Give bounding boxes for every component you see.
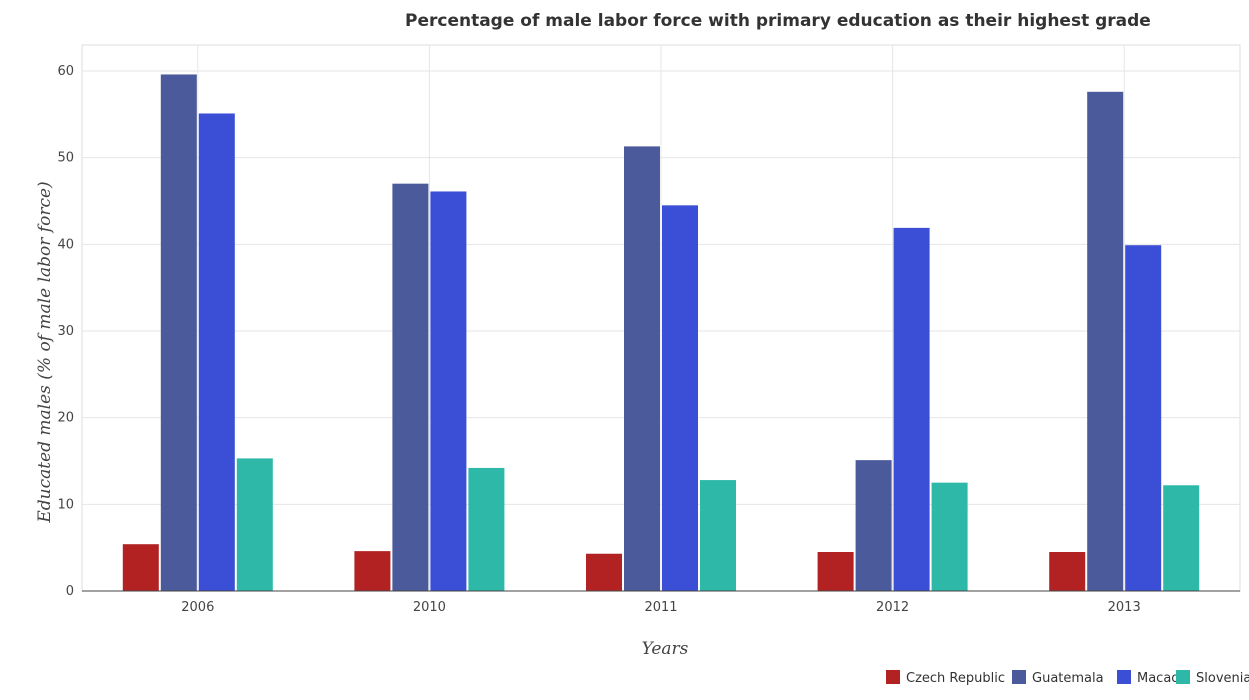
bar (430, 191, 467, 591)
y-tick-label: 60 (57, 64, 74, 79)
bar (893, 227, 930, 591)
bar (700, 480, 736, 591)
y-tick-label: 20 (57, 411, 74, 426)
legend-label: Czech Republic (906, 671, 1005, 686)
legend-label: Slovenia (1196, 671, 1249, 686)
x-tick-label: 2010 (413, 600, 446, 615)
bar (236, 458, 273, 591)
bar (1087, 91, 1124, 592)
x-tick-label: 2013 (1108, 600, 1141, 615)
x-tick-label: 2012 (876, 600, 909, 615)
chart-title: Percentage of male labor force with prim… (405, 11, 1151, 31)
legend-swatch (886, 670, 900, 684)
bar (586, 553, 622, 591)
y-tick-label: 50 (57, 151, 74, 166)
bar (392, 183, 429, 591)
legend: Czech Republic Guatemala Macao Slovenia (886, 670, 1249, 686)
bar (662, 205, 698, 592)
y-tick-label: 30 (57, 324, 74, 339)
legend-label: Macao (1137, 671, 1179, 686)
legend-swatch (1012, 670, 1026, 684)
bars (122, 74, 1200, 592)
x-tick-label: 2011 (644, 600, 677, 615)
axes: 0 10 20 30 40 50 60 2006 2010 2011 2012 2013 (57, 64, 1240, 615)
y-tick-label: 0 (66, 584, 74, 599)
legend-swatch (1117, 670, 1131, 684)
bar (931, 482, 968, 591)
bar (817, 552, 854, 591)
bar (354, 551, 391, 591)
bar (160, 74, 197, 591)
bar (1049, 552, 1086, 591)
y-tick-label: 40 (57, 237, 74, 252)
bar (198, 113, 235, 591)
x-tick-label: 2006 (181, 600, 214, 615)
legend-label: Guatemala (1032, 671, 1104, 686)
bar (468, 467, 505, 591)
bar (1125, 245, 1162, 591)
bar (624, 146, 660, 591)
bar (122, 544, 159, 591)
y-axis-title: Educated males (% of male labor force) (35, 181, 55, 523)
y-tick-label: 10 (57, 497, 74, 512)
bar (855, 460, 892, 591)
bar (1163, 485, 1200, 591)
legend-swatch (1176, 670, 1190, 684)
x-axis-title: Years (642, 639, 689, 659)
